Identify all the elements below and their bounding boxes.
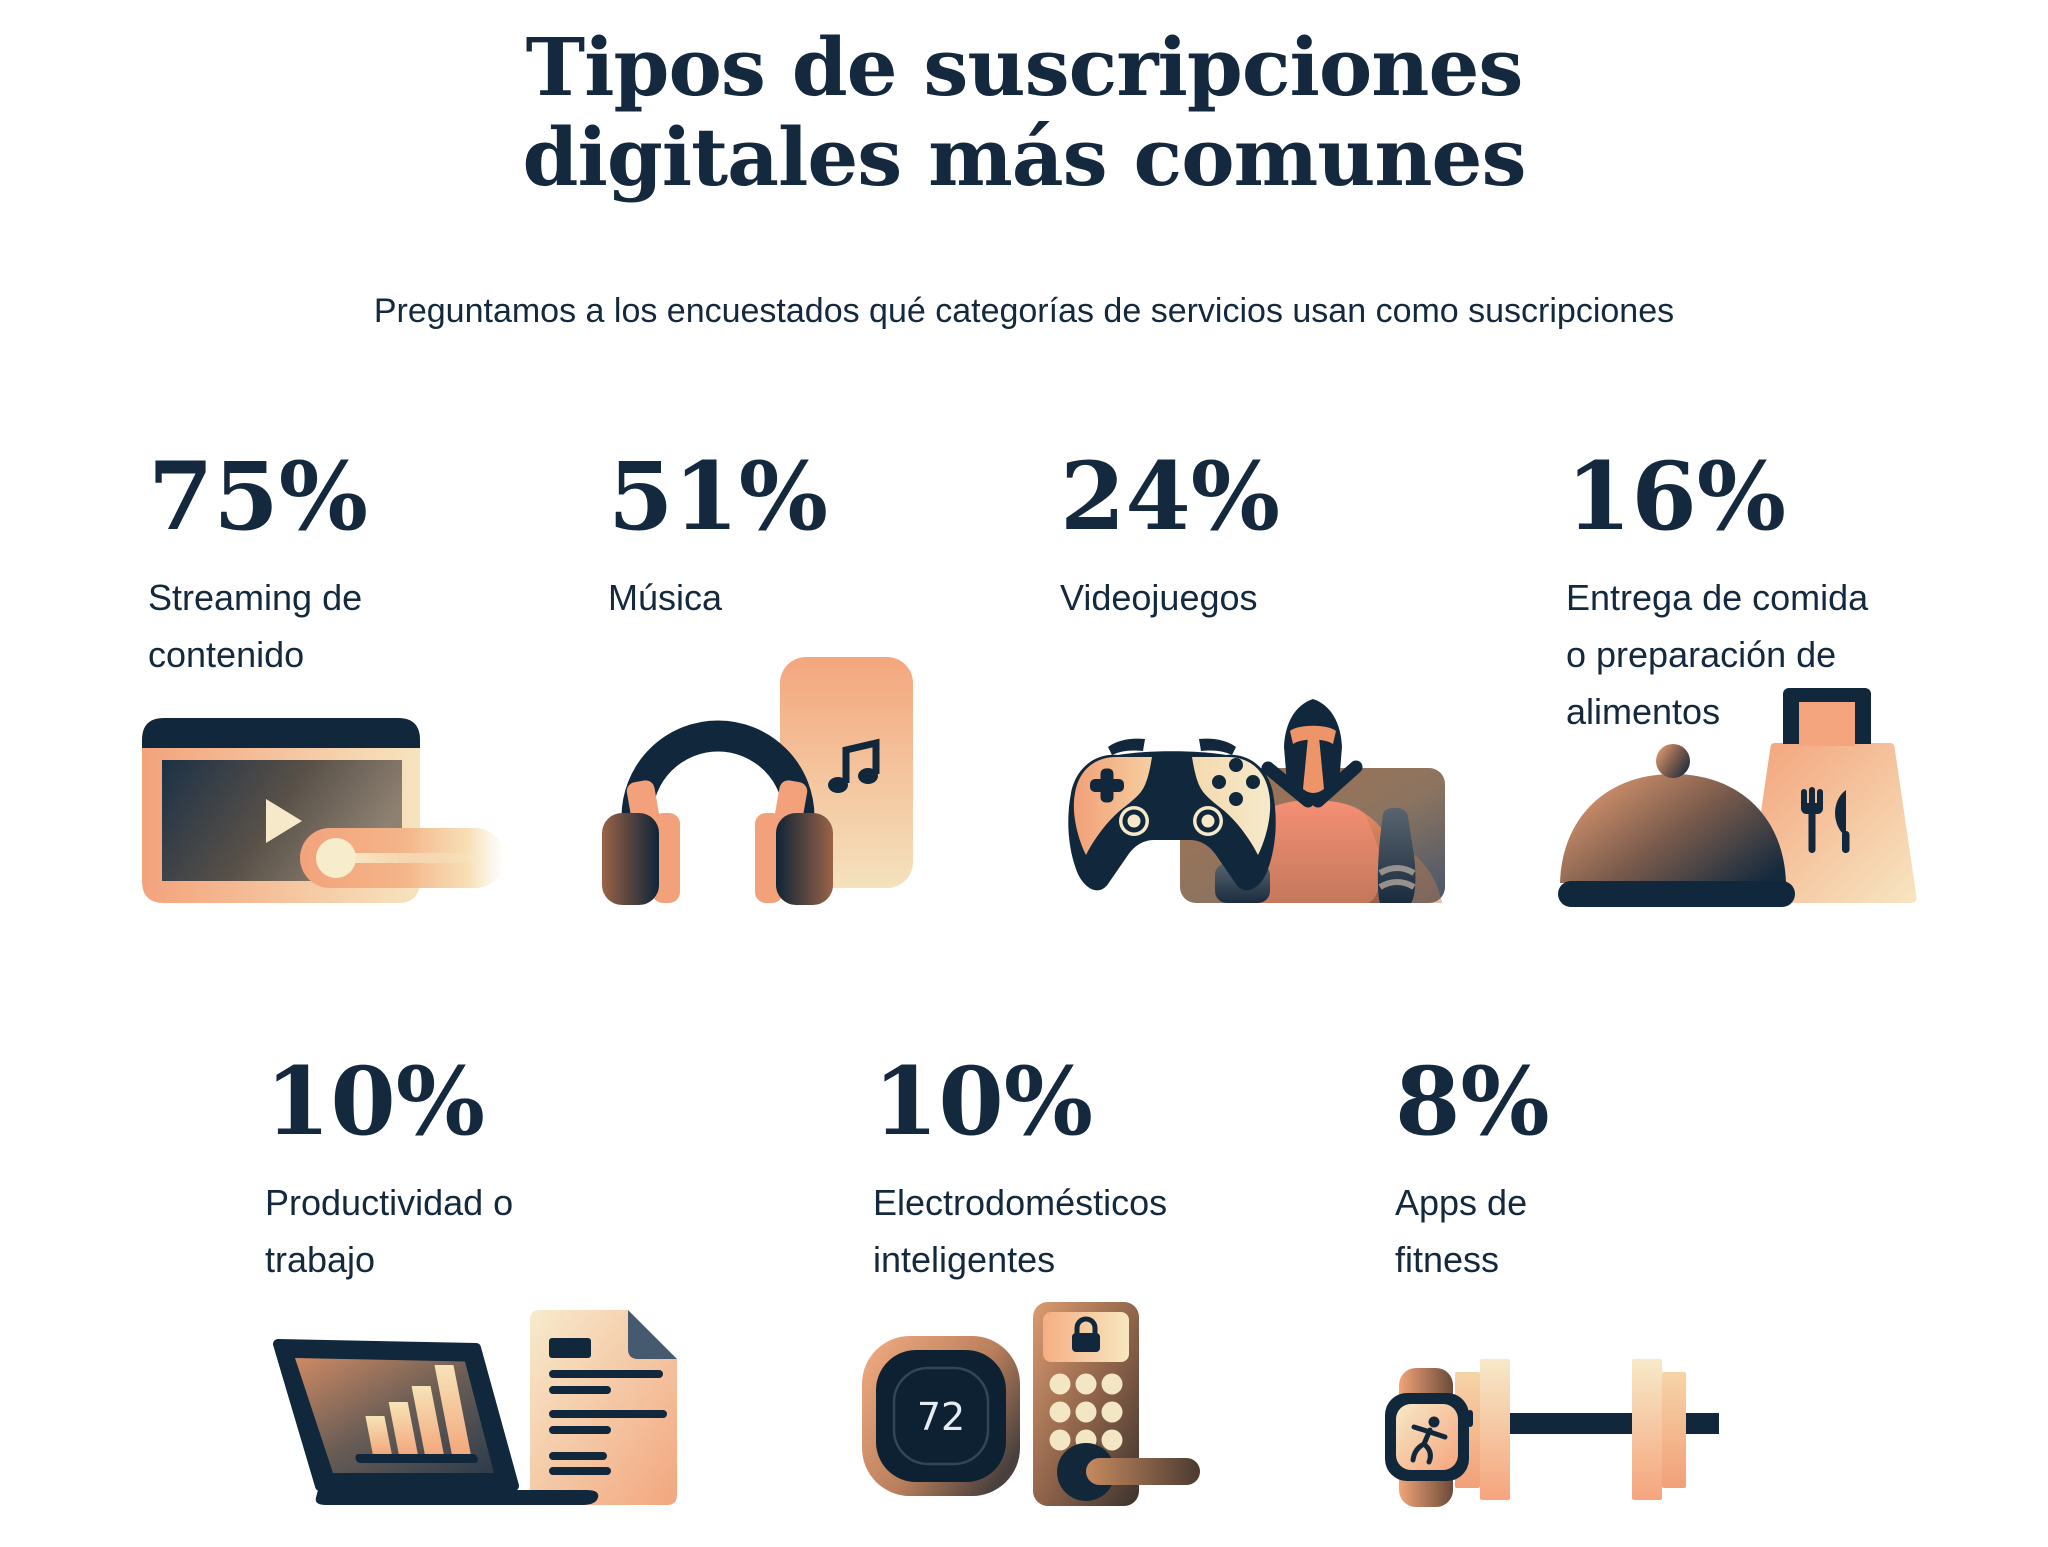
runner-icon [1410, 1416, 1448, 1465]
stat-videojuegos-label: Videojuegos [1060, 577, 1258, 618]
smartwatch-dumbbell-icon [1385, 1359, 1719, 1507]
stat-productividad: 10% Productividad o trabajo [265, 1055, 520, 1289]
subtitle: Preguntamos a los encuestados qué catego… [373, 292, 1675, 330]
keypad [1049, 1373, 1123, 1451]
stat-musica-label: Música [608, 577, 723, 618]
laptop-document-icon [273, 1310, 677, 1505]
padlock-icon [1074, 1316, 1098, 1334]
stat-electrodomesticos-label: Electrodomésticos inteligentes [873, 1182, 1168, 1280]
smart-lock [1033, 1302, 1200, 1506]
game-controller-knight-icon [1068, 699, 1445, 903]
stat-electrodomesticos-value: 10% [873, 1047, 1094, 1157]
electrodomesticos-illustration: 72 [860, 1300, 1200, 1508]
document [530, 1310, 677, 1505]
smartwatch [1385, 1368, 1473, 1507]
stat-streaming-label: Streaming de contenido [148, 577, 363, 675]
headphones-phone-icon [602, 657, 913, 905]
stat-musica: 51% Música [608, 450, 828, 627]
stat-fitness-value: 8% [1395, 1047, 1550, 1157]
music-note-icon [828, 738, 880, 793]
stat-streaming: 75% Streaming de contenido [148, 450, 428, 684]
videojuegos-illustration [1050, 695, 1455, 907]
thermostat-reading: 72 [917, 1395, 965, 1439]
laptop [273, 1339, 599, 1505]
stat-electrodomesticos: 10% Electrodomésticos inteligentes [873, 1055, 1208, 1289]
page-title: Tipos de suscripciones digitales más com… [0, 22, 2048, 203]
stat-comida-value: 16% [1566, 442, 1787, 552]
stat-videojuegos-value: 24% [1060, 442, 1281, 552]
stat-musica-value: 51% [608, 442, 829, 552]
page-title-line1: Tipos de suscripciones [525, 20, 1524, 114]
stat-fitness: 8% Apps de fitness [1395, 1055, 1550, 1289]
productividad-illustration [268, 1306, 680, 1508]
food-delivery-bag-cloche-icon [1558, 688, 1917, 907]
comida-illustration [1558, 686, 1920, 908]
bar-chart-on-screen [355, 1365, 478, 1463]
stat-videojuegos: 24% Videojuegos [1060, 450, 1280, 627]
stat-comida-label: Entrega de comida o preparación de alime… [1566, 577, 1869, 732]
stat-streaming-value: 75% [148, 442, 369, 552]
page-title-line2: digitales más comunes [522, 110, 1527, 205]
thermostat: 72 [862, 1336, 1020, 1496]
musica-illustration [600, 655, 915, 905]
controller [1068, 738, 1276, 891]
fitness-illustration [1383, 1352, 1723, 1508]
dumbbell [1455, 1359, 1719, 1500]
video-player-icon [142, 718, 505, 903]
stat-productividad-label: Productividad o trabajo [265, 1182, 514, 1280]
streaming-illustration [140, 716, 505, 906]
stat-productividad-value: 10% [265, 1047, 486, 1157]
stat-comida: 16% Entrega de comida o preparación de a… [1566, 450, 1881, 741]
thermostat-smartlock-icon: 72 [862, 1302, 1200, 1506]
knight-character [1215, 699, 1416, 903]
stat-fitness-label: Apps de fitness [1395, 1182, 1528, 1280]
